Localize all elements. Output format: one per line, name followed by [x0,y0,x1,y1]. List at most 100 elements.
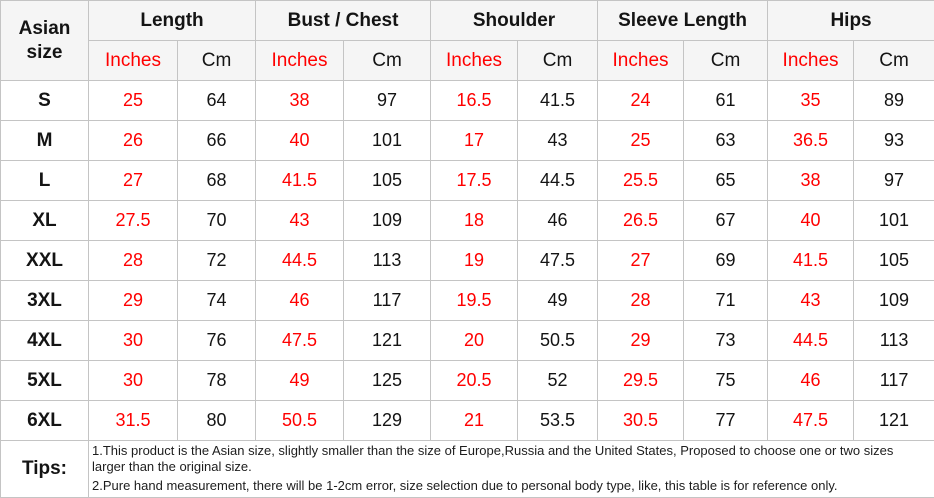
corner-header: Asian size [1,1,89,81]
value-cm-cell: 53.5 [518,401,598,441]
value-cm-cell: 64 [178,81,256,121]
value-inches-cell: 25.5 [598,161,684,201]
value-cm-cell: 117 [344,281,431,321]
value-inches-cell: 26.5 [598,201,684,241]
cm-unit-header: Cm [854,41,934,81]
value-inches-cell: 36.5 [768,121,854,161]
value-cm-cell: 105 [344,161,431,201]
group-header-row: Asian size Length Bust / Chest Shoulder … [1,1,934,41]
value-cm-cell: 67 [684,201,768,241]
value-inches-cell: 24 [598,81,684,121]
value-cm-cell: 97 [854,161,934,201]
tips-label: Tips: [1,441,89,498]
value-inches-cell: 50.5 [256,401,344,441]
value-cm-cell: 105 [854,241,934,281]
value-cm-cell: 66 [178,121,256,161]
value-inches-cell: 19.5 [431,281,518,321]
value-inches-cell: 49 [256,361,344,401]
value-cm-cell: 43 [518,121,598,161]
value-cm-cell: 121 [854,401,934,441]
value-inches-cell: 43 [256,201,344,241]
value-inches-cell: 47.5 [768,401,854,441]
value-inches-cell: 28 [89,241,178,281]
group-header-bust-chest: Bust / Chest [256,1,431,41]
value-cm-cell: 68 [178,161,256,201]
cm-unit-header: Cm [684,41,768,81]
size-label: 3XL [1,281,89,321]
value-inches-cell: 46 [768,361,854,401]
value-inches-cell: 25 [598,121,684,161]
value-cm-cell: 113 [854,321,934,361]
value-cm-cell: 69 [684,241,768,281]
value-cm-cell: 46 [518,201,598,241]
size-label: XL [1,201,89,241]
value-inches-cell: 46 [256,281,344,321]
value-cm-cell: 75 [684,361,768,401]
size-label: L [1,161,89,201]
value-cm-cell: 117 [854,361,934,401]
value-cm-cell: 74 [178,281,256,321]
value-inches-cell: 38 [256,81,344,121]
value-inches-cell: 30.5 [598,401,684,441]
value-inches-cell: 17 [431,121,518,161]
value-inches-cell: 40 [256,121,344,161]
value-inches-cell: 35 [768,81,854,121]
value-cm-cell: 89 [854,81,934,121]
size-label: S [1,81,89,121]
inches-unit-header: Inches [598,41,684,81]
value-inches-cell: 29.5 [598,361,684,401]
value-cm-cell: 101 [854,201,934,241]
value-inches-cell: 20.5 [431,361,518,401]
group-header-length: Length [89,1,256,41]
value-cm-cell: 93 [854,121,934,161]
size-label: M [1,121,89,161]
value-inches-cell: 31.5 [89,401,178,441]
value-cm-cell: 109 [854,281,934,321]
value-cm-cell: 77 [684,401,768,441]
value-cm-cell: 109 [344,201,431,241]
value-cm-cell: 47.5 [518,241,598,281]
value-cm-cell: 70 [178,201,256,241]
value-cm-cell: 113 [344,241,431,281]
cm-unit-header: Cm [518,41,598,81]
value-inches-cell: 40 [768,201,854,241]
value-inches-cell: 41.5 [768,241,854,281]
inches-unit-header: Inches [768,41,854,81]
value-inches-cell: 21 [431,401,518,441]
value-inches-cell: 30 [89,321,178,361]
value-inches-cell: 47.5 [256,321,344,361]
inches-unit-header: Inches [89,41,178,81]
value-inches-cell: 26 [89,121,178,161]
value-inches-cell: 18 [431,201,518,241]
value-inches-cell: 29 [89,281,178,321]
tips-line-2: 2.Pure hand measurement, there will be 1… [92,478,930,494]
value-inches-cell: 44.5 [256,241,344,281]
value-inches-cell: 20 [431,321,518,361]
group-header-sleeve-length: Sleeve Length [598,1,768,41]
value-inches-cell: 25 [89,81,178,121]
value-inches-cell: 30 [89,361,178,401]
value-inches-cell: 41.5 [256,161,344,201]
value-inches-cell: 16.5 [431,81,518,121]
value-inches-cell: 19 [431,241,518,281]
inches-unit-header: Inches [431,41,518,81]
value-inches-cell: 44.5 [768,321,854,361]
value-cm-cell: 71 [684,281,768,321]
inches-unit-header: Inches [256,41,344,81]
value-inches-cell: 38 [768,161,854,201]
value-inches-cell: 17.5 [431,161,518,201]
size-label: 5XL [1,361,89,401]
value-cm-cell: 44.5 [518,161,598,201]
tips-row: Tips: 1.This product is the Asian size, … [1,441,934,498]
group-header-hips: Hips [768,1,934,41]
value-cm-cell: 78 [178,361,256,401]
value-inches-cell: 29 [598,321,684,361]
group-header-shoulder: Shoulder [431,1,598,41]
